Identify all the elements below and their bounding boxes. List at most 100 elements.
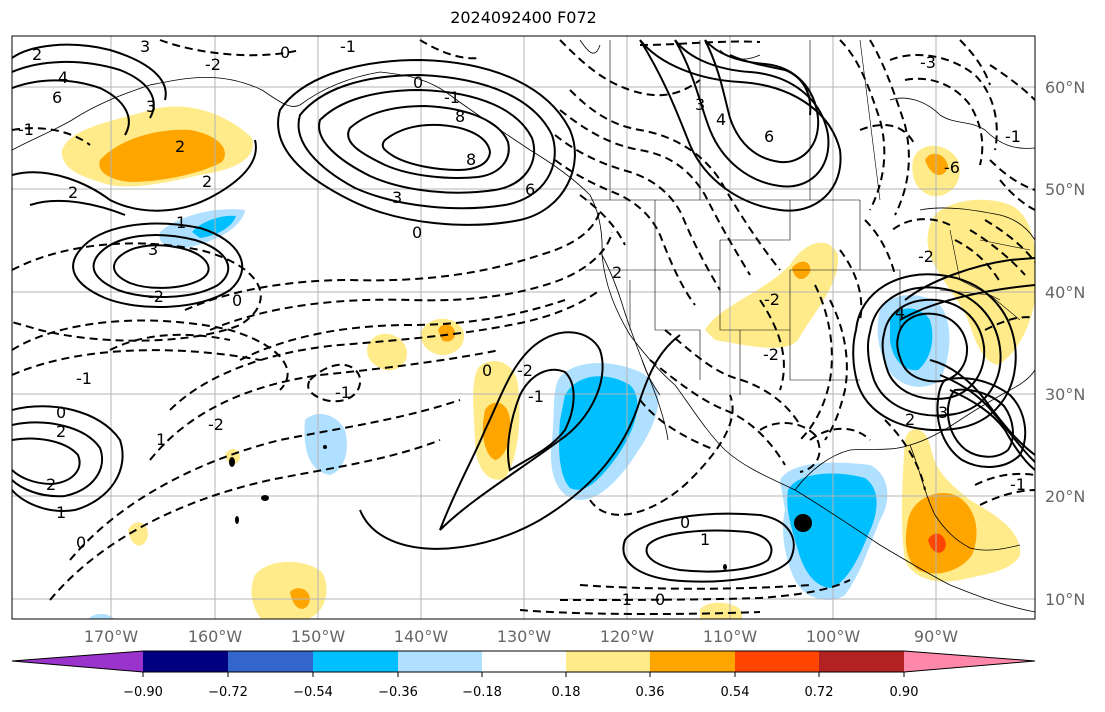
contour-label: 2 xyxy=(202,172,212,191)
colorbar-tick-label: 0.72 xyxy=(805,685,834,700)
contour-label: 8 xyxy=(455,107,465,126)
negative-contours xyxy=(12,39,1035,616)
positive-anomaly-region xyxy=(700,602,742,619)
contour-label: -2 xyxy=(764,290,780,309)
colorbar-bin xyxy=(398,651,482,672)
contour-label: -6 xyxy=(944,158,960,177)
positive-anomaly-core xyxy=(99,129,225,182)
coastlines xyxy=(12,39,1035,613)
contour-label: 4 xyxy=(58,68,68,87)
contour-label: 1 xyxy=(56,503,66,522)
lon-label: 110°W xyxy=(703,627,758,646)
contour-label: 0 xyxy=(413,73,423,92)
positive-contours xyxy=(12,39,1035,583)
contour-label: 0 xyxy=(280,43,290,62)
colorbar-tick-label: 0.36 xyxy=(636,685,665,700)
colorbar-tick-label: −0.18 xyxy=(462,685,502,700)
contour-label: 0 xyxy=(76,533,86,552)
negative-anomaly-core xyxy=(192,215,236,238)
contour-label: 4 xyxy=(716,110,726,129)
colorbar-tick-label: −0.90 xyxy=(123,685,163,700)
lon-label: 90°W xyxy=(914,627,958,646)
contour-label: 0 xyxy=(232,291,242,310)
colorbar-extend-low xyxy=(12,651,143,672)
lon-label: 150°W xyxy=(291,627,346,646)
negative-anomaly-core xyxy=(559,376,638,490)
contour-label: 2 xyxy=(905,410,915,429)
colorbar-bin xyxy=(650,651,735,672)
contour-label: -2 xyxy=(148,287,164,306)
contour-label: -2 xyxy=(205,55,221,74)
contour-labels: 2 3 4 6 2 3 -1 -2 0 -1 2 2 1 3 -2 0 8 6 … xyxy=(18,37,1026,609)
graticule xyxy=(12,36,1035,619)
contour-label: -2 xyxy=(918,247,934,266)
contour-label: 0 xyxy=(655,590,665,609)
colorbar-extend-high xyxy=(904,651,1035,672)
negative-anomaly-core xyxy=(890,308,933,371)
positive-anomaly-core xyxy=(905,492,977,574)
positive-anomaly-core xyxy=(438,324,456,342)
contour-label: -1 xyxy=(18,120,34,139)
map-title: 2024092400 F072 xyxy=(450,8,597,27)
contour-label: 3 xyxy=(392,188,402,207)
positive-anomaly-core xyxy=(482,402,511,460)
location-marker xyxy=(794,514,812,532)
negative-anomaly-core xyxy=(787,473,877,588)
contour-label: 1 xyxy=(156,430,166,449)
colorbar-tick-label: −0.72 xyxy=(208,685,248,700)
contour-label: -3 xyxy=(920,53,936,72)
contour-label: -1 xyxy=(340,37,356,56)
colorbar: −0.90 −0.72 −0.54 −0.36 −0.18 0.18 0.36 … xyxy=(11,650,1036,700)
lat-label: 50°N xyxy=(1045,180,1085,199)
contour-label: -2 xyxy=(763,345,779,364)
contour-label: 8 xyxy=(466,150,476,169)
contour-label: 6 xyxy=(764,127,774,146)
lon-label: 170°W xyxy=(84,627,139,646)
positive-anomaly-region xyxy=(927,199,1035,365)
colorbar-bin xyxy=(143,651,228,672)
positive-anomaly-peak xyxy=(928,533,946,553)
lon-label: 120°W xyxy=(600,627,655,646)
colorbar-bin xyxy=(819,651,904,672)
colorbar-tick-label: −0.54 xyxy=(293,685,333,700)
lon-label: 100°W xyxy=(806,627,861,646)
map-frame xyxy=(11,35,1036,620)
islands xyxy=(229,445,727,570)
lon-label: 160°W xyxy=(188,627,243,646)
contour-label: -2 xyxy=(208,415,224,434)
latitude-axis: 60°N 50°N 40°N 30°N 20°N 10°N xyxy=(1045,78,1085,609)
contour-label: 0 xyxy=(482,361,492,380)
lat-label: 60°N xyxy=(1045,78,1085,97)
positive-anomaly-region xyxy=(251,561,327,619)
positive-anomaly-region xyxy=(128,522,148,546)
lat-label: 30°N xyxy=(1045,385,1085,404)
lat-label: 20°N xyxy=(1045,487,1085,506)
contour-label: 1 xyxy=(176,213,186,232)
contour-label: -2 xyxy=(517,361,533,380)
contour-label: -1 xyxy=(1005,127,1021,146)
contour-label: 0 xyxy=(680,513,690,532)
contour-label: -1 xyxy=(1010,475,1026,494)
colorbar-bin xyxy=(228,651,313,672)
contour-label: 0 xyxy=(412,223,422,242)
colorbar-tick-label: 0.90 xyxy=(890,685,919,700)
colorbar-tick-label: 0.18 xyxy=(552,685,581,700)
contour-label: -1 xyxy=(335,383,351,402)
negative-anomaly-region xyxy=(88,614,115,619)
contour-label: -1 xyxy=(444,88,460,107)
contour-label: 3 xyxy=(938,403,948,422)
colorbar-tick-label: 0.54 xyxy=(721,685,750,700)
contour-label: 6 xyxy=(52,88,62,107)
contour-label: 2 xyxy=(32,45,42,64)
contour-label: 3 xyxy=(146,97,156,116)
contour-label: 2 xyxy=(68,183,78,202)
contour-label: 2 xyxy=(612,263,622,282)
positive-anomaly-core xyxy=(792,261,811,280)
colorbar-bin xyxy=(735,651,819,672)
contour-label: 3 xyxy=(695,95,705,114)
contour-label: -1 xyxy=(528,387,544,406)
lat-label: 40°N xyxy=(1045,283,1085,302)
contour-label: -1 xyxy=(76,369,92,388)
lat-label: 10°N xyxy=(1045,590,1085,609)
contour-label: 3 xyxy=(148,240,158,259)
